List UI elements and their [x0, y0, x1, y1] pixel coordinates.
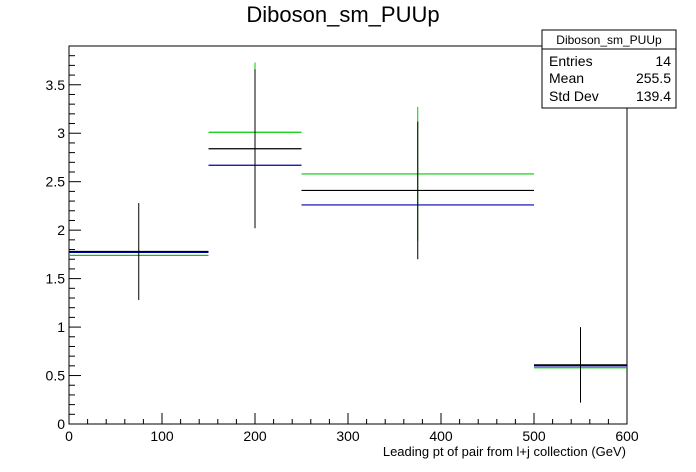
x-tick-label: 500 — [522, 428, 546, 444]
y-tick-label: 3 — [57, 125, 65, 141]
y-tick-label: 1.5 — [46, 271, 66, 287]
series-2 — [69, 164, 627, 367]
x-tick-label: 200 — [243, 428, 267, 444]
histogram-series — [69, 62, 627, 403]
y-axis: 0 0.5 1 1.5 2 2.5 3 3.5 — [46, 77, 81, 432]
x-tick-label: 300 — [336, 428, 360, 444]
chart-title: Diboson_sm_PUUp — [246, 2, 439, 27]
stats-box: Diboson_sm_PUUp Entries 14 Mean 255.5 St… — [541, 29, 677, 109]
stats-box-frame — [541, 29, 677, 109]
y-tick-label: 2.5 — [46, 174, 66, 190]
stats-entries-label: Entries — [549, 53, 593, 69]
y-tick-label: 0 — [57, 416, 65, 432]
stats-box-name: Diboson_sm_PUUp — [556, 33, 662, 47]
stats-mean-value: 255.5 — [636, 70, 671, 86]
stats-stddev-label: Std Dev — [549, 88, 599, 104]
y-tick-label: 0.5 — [46, 368, 66, 384]
x-tick-label: 100 — [150, 428, 174, 444]
x-axis: 0 100 200 300 400 500 600 — [65, 413, 639, 444]
y-tick-label: 1 — [57, 319, 65, 335]
x-tick-label: 400 — [429, 428, 453, 444]
y-tick-label: 3.5 — [46, 77, 66, 93]
stats-mean-label: Mean — [549, 70, 584, 86]
stats-stddev-value: 139.4 — [636, 88, 671, 104]
series-0 — [69, 69, 627, 403]
y-tick-label: 2 — [57, 222, 65, 238]
stats-entries-value: 14 — [655, 53, 671, 69]
x-axis-title: Leading pt of pair from l+j collection (… — [383, 444, 626, 459]
y-minor-ticks — [69, 45, 75, 415]
x-tick-label: 600 — [615, 428, 639, 444]
x-tick-label: 0 — [65, 428, 73, 444]
x-minor-ticks — [87, 419, 609, 424]
